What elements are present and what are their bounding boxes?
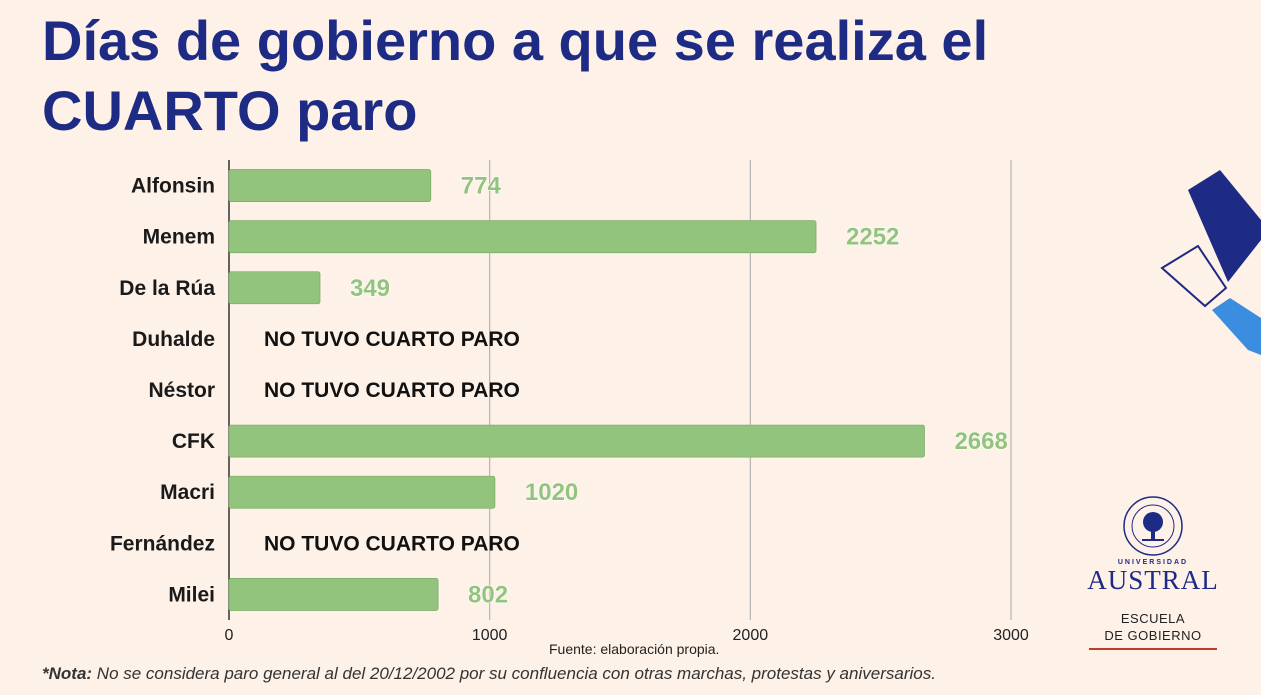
category-label: De la Rúa [119, 277, 215, 300]
category-label: Milei [168, 583, 215, 606]
x-tick-label: 1000 [472, 627, 508, 644]
logo-small-text: UNIVERSIDAD [1117, 559, 1189, 566]
decorative-shapes [1160, 170, 1261, 355]
navy-shape [1188, 170, 1261, 282]
category-label: Alfonsin [131, 175, 215, 198]
bar [228, 169, 432, 202]
outline-shape [1160, 244, 1228, 308]
category-label: Néstor [148, 379, 215, 402]
x-tick-label: 2000 [733, 627, 769, 644]
category-label: CFK [172, 430, 215, 453]
no-data-label: NO TUVO CUARTO PARO [264, 328, 520, 351]
bar [228, 424, 925, 458]
bar [228, 475, 496, 509]
category-label: Menem [143, 226, 215, 249]
category-label: Fernández [110, 532, 215, 555]
bar [228, 578, 439, 611]
no-data-label: NO TUVO CUARTO PARO [264, 532, 520, 555]
school-line1: ESCUELA [1120, 611, 1186, 626]
footnote-text: No se considera paro general al del 20/1… [92, 664, 936, 683]
bar [228, 271, 321, 305]
no-data-label: NO TUVO CUARTO PARO [264, 379, 520, 402]
bar [228, 220, 817, 254]
x-tick-label: 0 [225, 627, 234, 644]
value-label: 2668 [954, 428, 1007, 455]
value-label: 2252 [846, 224, 899, 251]
value-label: 774 [461, 173, 502, 200]
logo-name: AUSTRAL [1087, 565, 1219, 595]
category-label: Duhalde [132, 328, 215, 351]
blue-shape [1212, 298, 1261, 355]
source-text: Fuente: elaboración propia. [549, 641, 720, 657]
value-label: 1020 [525, 479, 578, 506]
seal-icon [1123, 496, 1183, 556]
school-line2: DE GOBIERNO [1104, 628, 1202, 643]
page-title: Días de gobierno a que se realiza el CUA… [42, 9, 989, 142]
school-underline [1089, 648, 1217, 650]
x-tick-label: 3000 [993, 627, 1029, 644]
footnote-prefix: *Nota: [42, 664, 93, 683]
university-logo: UNIVERSIDAD AUSTRAL ESCUELA DE GOBIERNO [1078, 495, 1228, 650]
category-label: Macri [160, 481, 215, 504]
value-label: 802 [468, 581, 508, 608]
footnote: *Nota: No se considera paro general al d… [42, 664, 936, 684]
value-label: 349 [350, 275, 390, 302]
